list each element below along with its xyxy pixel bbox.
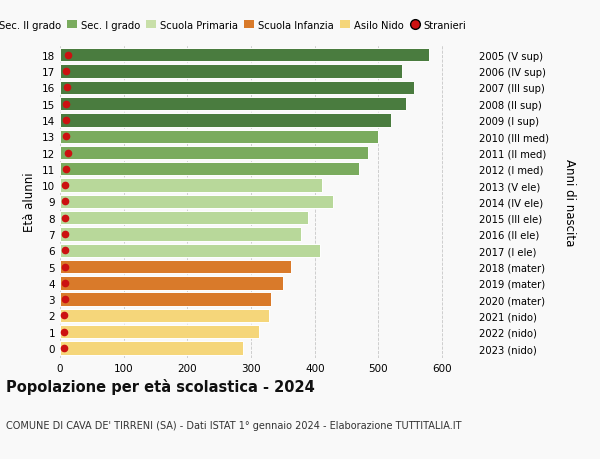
Text: COMUNE DI CAVA DE' TIRRENI (SA) - Dati ISTAT 1° gennaio 2024 - Elaborazione TUTT: COMUNE DI CAVA DE' TIRRENI (SA) - Dati I… xyxy=(6,420,461,430)
Bar xyxy=(60,228,301,241)
Bar xyxy=(60,309,269,322)
Bar xyxy=(60,244,320,257)
Bar xyxy=(60,98,406,111)
Bar xyxy=(60,65,402,78)
Bar xyxy=(60,293,271,306)
Bar xyxy=(60,179,322,192)
Legend: Sec. II grado, Sec. I grado, Scuola Primaria, Scuola Infanzia, Asilo Nido, Stran: Sec. II grado, Sec. I grado, Scuola Prim… xyxy=(0,17,470,35)
Bar xyxy=(60,130,378,144)
Text: Popolazione per età scolastica - 2024: Popolazione per età scolastica - 2024 xyxy=(6,379,315,395)
Bar xyxy=(60,325,259,339)
Bar xyxy=(60,212,308,225)
Bar xyxy=(60,82,414,95)
Bar xyxy=(60,260,291,274)
Bar xyxy=(60,163,359,176)
Bar xyxy=(60,49,430,62)
Bar xyxy=(60,146,368,160)
Bar xyxy=(60,277,283,290)
Y-axis label: Età alunni: Età alunni xyxy=(23,172,37,232)
Bar xyxy=(60,114,391,127)
Y-axis label: Anni di nascita: Anni di nascita xyxy=(563,158,576,246)
Bar xyxy=(60,341,243,355)
Bar xyxy=(60,195,332,209)
